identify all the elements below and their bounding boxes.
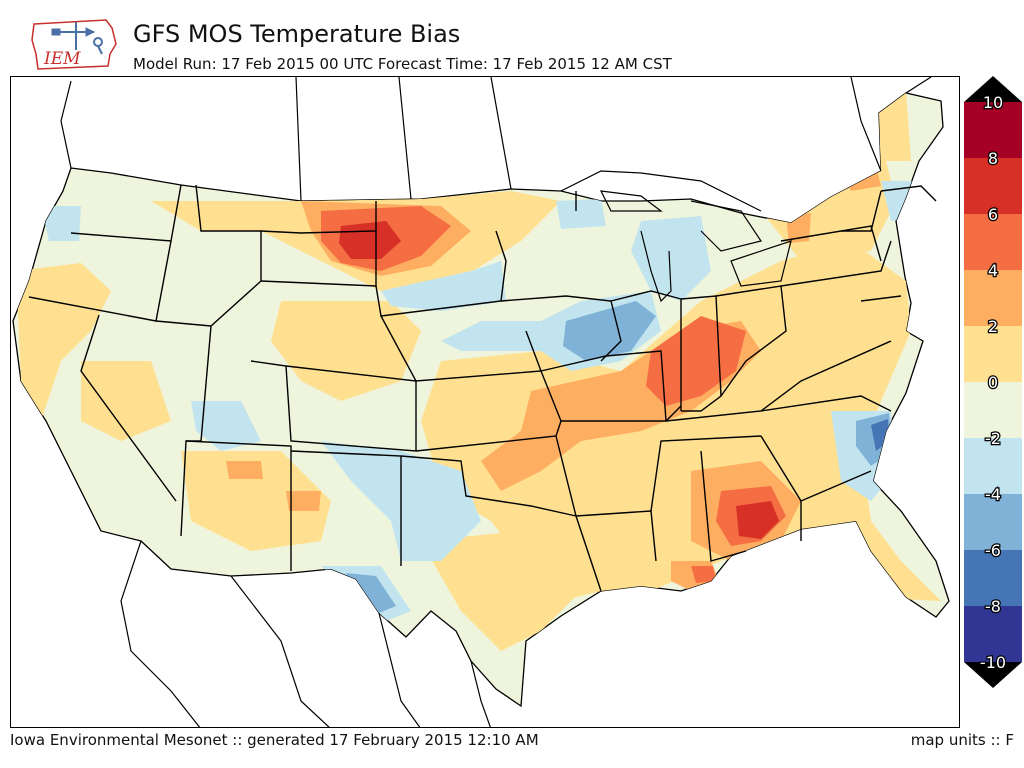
colorbar-tick-label: -10 <box>980 653 1006 672</box>
canada-outline <box>60 77 932 212</box>
colorbar-bin <box>964 494 1022 550</box>
colorbar-tick-label: 0 <box>988 373 998 392</box>
colorbar-tick-label: 6 <box>988 205 998 224</box>
colorbar-tick-label: 10 <box>983 93 1003 112</box>
bias-area <box>181 451 331 551</box>
bias-area <box>191 401 261 451</box>
colorbar-bin <box>964 606 1022 662</box>
bias-area <box>556 199 606 229</box>
bias-area <box>81 361 171 441</box>
logo-text: IEM <box>43 49 81 69</box>
bias-area <box>861 93 911 161</box>
footer-units: map units :: F <box>910 731 1014 749</box>
bias-area <box>226 461 263 479</box>
bias-area <box>339 221 401 259</box>
colorbar-tick-label: 2 <box>988 317 998 336</box>
colorbar-bin <box>964 102 1022 158</box>
colorbar-over-arrow <box>964 76 1022 102</box>
map-title: GFS MOS Temperature Bias <box>133 20 461 48</box>
colorbar-under-arrow <box>964 662 1022 688</box>
colorbar-bin <box>964 326 1022 382</box>
colorbar-tick-label: -6 <box>985 541 1001 560</box>
colorbar-bin <box>964 438 1022 494</box>
colorbar-bin <box>964 214 1022 270</box>
iem-logo: IEM <box>31 19 117 70</box>
bias-area <box>631 216 711 301</box>
bias-area <box>646 316 746 406</box>
colorbar-tick-label: 8 <box>988 149 998 168</box>
weather-vane-icon <box>51 22 103 55</box>
bias-area <box>41 206 81 241</box>
bias-area <box>16 263 111 421</box>
colorbar-tick-label: -8 <box>985 597 1001 616</box>
colorbar-legend: 10 8 6 4 2 0 -2 -4 -6 -8 -10 <box>964 76 1022 688</box>
temperature-bias-map <box>10 76 960 728</box>
state-borders <box>28 184 937 592</box>
bias-area <box>563 301 656 361</box>
colorbar-bin <box>964 382 1022 438</box>
colorbar-bin <box>964 270 1022 326</box>
map-subtitle: Model Run: 17 Feb 2015 00 UTC Forecast T… <box>133 55 672 73</box>
bias-area <box>381 261 506 311</box>
colorbar-tick-label: 4 <box>988 261 998 280</box>
colorbar-bin <box>964 550 1022 606</box>
great-lakes-outline <box>599 190 792 303</box>
bias-area <box>271 301 421 401</box>
colorbar-bin <box>964 158 1022 214</box>
mexico-outline <box>120 540 491 727</box>
footer-credit: Iowa Environmental Mesonet :: generated … <box>10 731 539 749</box>
bias-area <box>286 491 321 511</box>
colorbar-tick-label: -2 <box>985 429 1001 448</box>
bias-area <box>421 531 581 651</box>
bias-area <box>736 501 779 539</box>
bias-area <box>691 566 716 583</box>
colorbar-tick-label: -4 <box>985 485 1001 504</box>
